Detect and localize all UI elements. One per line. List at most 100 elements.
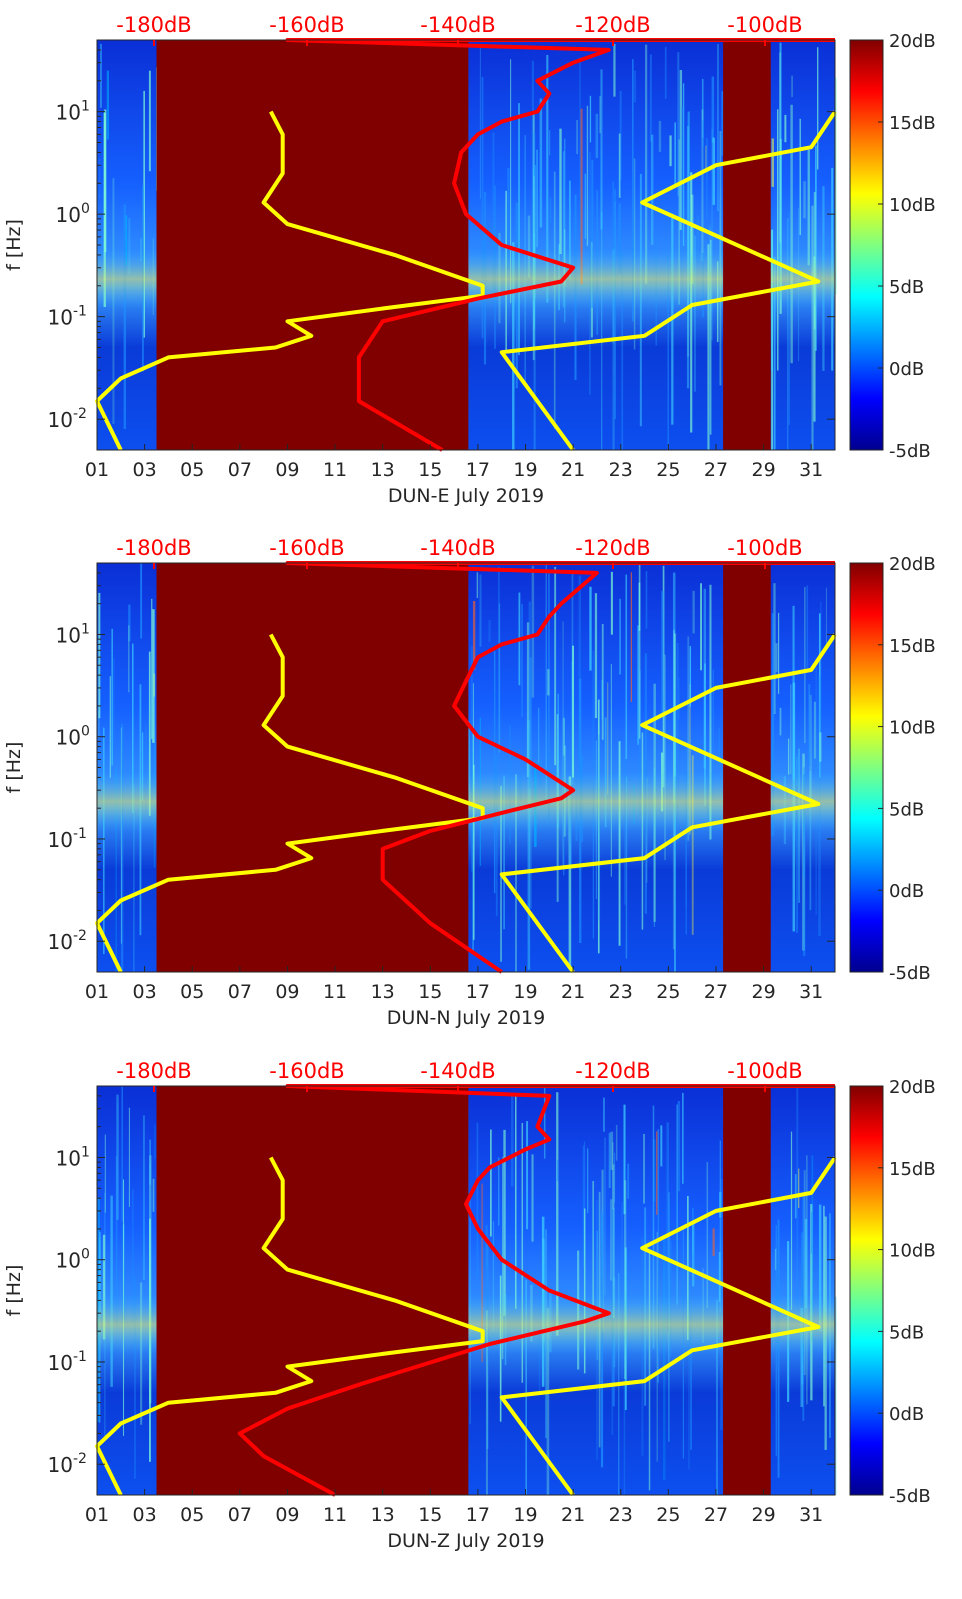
y-tick-label: 10 (56, 726, 81, 750)
noise-model-yellow-curve-1 (95, 1156, 485, 1496)
noise-model-yellow-curve-2 (499, 110, 837, 452)
y-tick-label: 10 (48, 828, 73, 852)
y-tick-label: 10 (48, 306, 73, 330)
colorbar-label: 0dB (889, 359, 924, 380)
x-tick-label: 21 (561, 1504, 585, 1526)
x-tick-label: 23 (609, 459, 633, 481)
top-axis-label: -140dB (420, 1059, 495, 1083)
noise-model-yellow-curve-1 (95, 633, 485, 973)
y-tick-label: 10 (48, 1351, 73, 1375)
colorbar-label: 20dB (889, 31, 936, 52)
x-tick-label: 01 (85, 981, 109, 1003)
y-tick-exponent: -2 (73, 1451, 87, 1467)
y-tick-exponent: -1 (73, 1349, 87, 1365)
x-tick-label: 19 (513, 459, 537, 481)
x-tick-label: 15 (418, 459, 442, 481)
x-tick-label: 11 (323, 459, 347, 481)
top-axis-label: -120dB (575, 1059, 650, 1083)
top-axis-label: -180dB (116, 536, 191, 560)
x-tick-label: 05 (180, 1504, 204, 1526)
top-axis-label: -140dB (420, 13, 495, 37)
x-axis-label: DUN-N July 2019 (387, 1007, 545, 1029)
y-tick-exponent: 0 (81, 724, 90, 740)
colorbar-gradient (849, 39, 884, 451)
x-tick-label: 11 (323, 981, 347, 1003)
colorbar: 20dB 15dB 10dB 5dB 0dB -5dB (849, 554, 936, 984)
x-tick-label: 17 (466, 459, 490, 481)
x-tick-label: 15 (418, 981, 442, 1003)
x-tick-label: 13 (371, 1504, 395, 1526)
x-tick-label: 19 (513, 981, 537, 1003)
x-tick-label: 09 (275, 459, 299, 481)
top-axis-label: -100dB (727, 13, 802, 37)
colorbar-label: 20dB (889, 1077, 936, 1098)
colorbar-label: -5dB (889, 1486, 931, 1507)
y-tick-label: 10 (56, 623, 81, 647)
x-tick-label: 23 (609, 981, 633, 1003)
data-gap-1 (156, 1086, 469, 1495)
data-gap-2 (723, 40, 771, 450)
colorbar-label: 5dB (889, 1322, 924, 1343)
x-tick-label: 01 (85, 459, 109, 481)
x-tick-label: 03 (133, 1504, 157, 1526)
colorbar-label: 15dB (889, 113, 936, 134)
x-tick-label: 27 (704, 1504, 728, 1526)
colorbar-label: 10dB (889, 718, 936, 739)
x-tick-label: 07 (228, 981, 252, 1003)
y-tick-label: 10 (48, 408, 73, 432)
y-tick-exponent: -2 (73, 406, 87, 422)
top-axis-label: -160dB (269, 1059, 344, 1083)
top-axis-label: -120dB (575, 536, 650, 560)
x-tick-label: 29 (751, 981, 775, 1003)
y-tick-label: 10 (56, 1249, 81, 1273)
colorbar-gradient (849, 562, 884, 973)
colorbar-label: 15dB (889, 636, 936, 657)
x-tick-label: 19 (513, 1504, 537, 1526)
x-tick-label: 25 (656, 459, 680, 481)
x-tick-label: 31 (799, 1504, 823, 1526)
colorbar-label: 10dB (889, 1241, 936, 1262)
noise-model-yellow-curve-2 (499, 1156, 837, 1497)
x-tick-label: 11 (323, 1504, 347, 1526)
y-tick-exponent: -1 (73, 304, 87, 320)
top-axis-label: -180dB (116, 1059, 191, 1083)
y-tick-label: 10 (48, 1453, 73, 1477)
x-tick-label: 07 (228, 1504, 252, 1526)
x-tick-label: 09 (275, 981, 299, 1003)
top-axis-label: -120dB (575, 13, 650, 37)
data-gap-1 (156, 563, 469, 972)
x-tick-label: 07 (228, 459, 252, 481)
noise-model-red-curve (285, 38, 835, 452)
top-axis-label: -160dB (269, 13, 344, 37)
x-tick-label: 05 (180, 459, 204, 481)
colorbar-label: 10dB (889, 195, 936, 216)
x-tick-label: 23 (609, 1504, 633, 1526)
y-axis-label: f [Hz] (3, 219, 25, 271)
colorbar-gradient (849, 1085, 884, 1496)
x-axis-label: DUN-E July 2019 (388, 485, 544, 507)
colorbar-label: 0dB (889, 1404, 924, 1425)
y-tick-label: 10 (56, 203, 81, 227)
x-tick-label: 17 (466, 1504, 490, 1526)
x-tick-label: 03 (133, 981, 157, 1003)
x-tick-label: 25 (656, 1504, 680, 1526)
top-axis-label: -180dB (116, 13, 191, 37)
y-axis-label: f [Hz] (3, 1265, 25, 1317)
y-tick-label: 10 (48, 930, 73, 954)
colorbar: 20dB 15dB 10dB 5dB 0dB -5dB (849, 1077, 936, 1507)
colorbar-label: -5dB (889, 963, 931, 984)
noise-model-red-curve (285, 561, 835, 974)
y-tick-exponent: 1 (81, 621, 90, 637)
y-tick-exponent: 1 (81, 99, 90, 115)
x-tick-label: 17 (466, 981, 490, 1003)
colorbar-label: 15dB (889, 1159, 936, 1180)
data-gap-2 (723, 563, 771, 972)
top-axis-label: -100dB (727, 1059, 802, 1083)
x-tick-label: 13 (371, 981, 395, 1003)
x-tick-label: 21 (561, 981, 585, 1003)
colorbar-label: 5dB (889, 799, 924, 820)
y-tick-label: 10 (56, 101, 81, 125)
x-tick-label: 27 (704, 981, 728, 1003)
